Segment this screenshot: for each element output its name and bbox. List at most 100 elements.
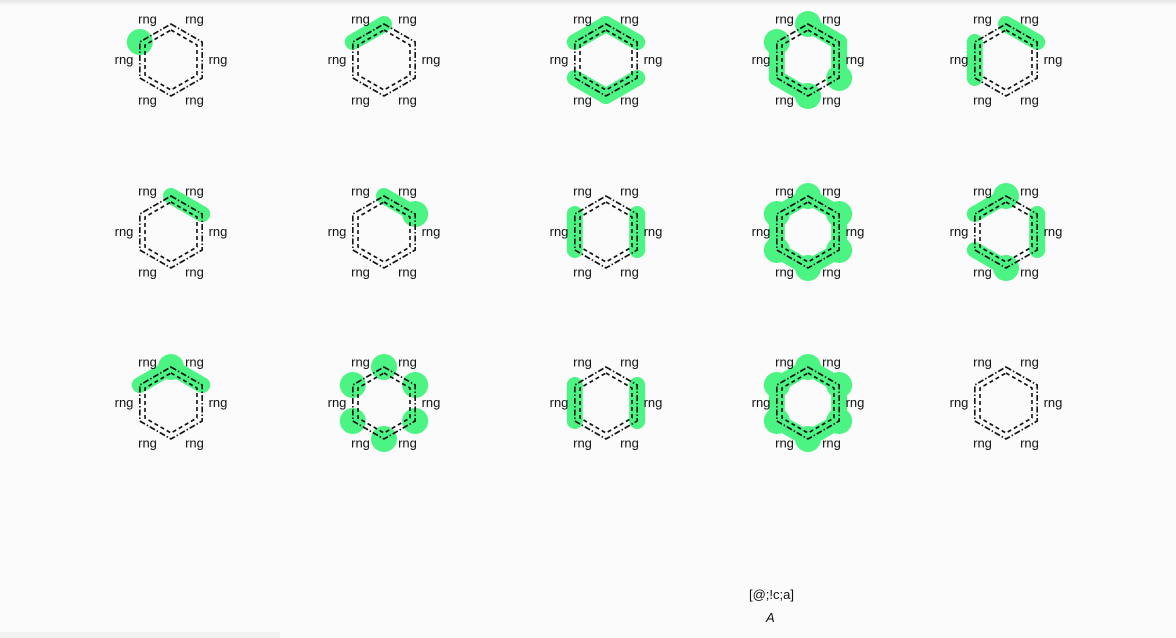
highlighted-atom <box>126 29 153 55</box>
molecule-drawing: rng rng rng rng rng rng <box>115 354 228 451</box>
atom-label: rng <box>1020 93 1039 108</box>
ring-bonds-outer <box>974 195 1038 269</box>
ring-bonds-inner <box>781 29 835 91</box>
atom-label: rng <box>973 183 992 198</box>
highlighted-atom <box>763 201 790 227</box>
atom-label: rng <box>1020 354 1039 369</box>
molecule-cell: rng rng rng rng rng rng <box>284 338 484 468</box>
atom-label: rng <box>1044 395 1063 410</box>
atom-label: rng <box>620 11 639 26</box>
atom-label: rng <box>351 93 370 108</box>
ring-bonds-outer <box>352 23 416 97</box>
atom-label: rng <box>351 11 370 26</box>
molecule-cell: rng rng rng rng rng rng <box>71 338 271 468</box>
ring-bonds-inner <box>579 29 633 91</box>
atom-label: rng <box>185 183 204 198</box>
ring-bonds-outer <box>139 195 203 269</box>
atom-label: rng <box>351 354 370 369</box>
atom-label: rng <box>1020 183 1039 198</box>
molecule-cell: rng rng rng rng rng rng <box>708 338 908 468</box>
atom-label: rng <box>550 395 569 410</box>
atom-label: rng <box>138 93 157 108</box>
ring-bonds-inner <box>781 201 835 263</box>
molecule-drawing: rng rng rng rng rng rng <box>328 354 440 452</box>
atom-label: rng <box>398 183 417 198</box>
atom-label: rng <box>644 395 663 410</box>
ring-bonds-outer <box>139 23 203 97</box>
atom-label: rng <box>775 354 794 369</box>
molecule-drawing: rng rng rng rng rng rng <box>752 183 865 281</box>
atom-label: rng <box>950 52 969 67</box>
ring-bonds-outer <box>352 195 416 269</box>
atom-label: rng <box>398 436 417 451</box>
highlighted-bond <box>998 16 1046 50</box>
highlighted-atom <box>763 372 790 398</box>
atom-label: rng <box>620 354 639 369</box>
molecule-cell: rng rng rng rng rng rng <box>708 167 908 297</box>
ring-bonds-outer <box>574 195 638 269</box>
atom-label: rng <box>846 395 865 410</box>
ring-bonds-inner <box>579 201 633 263</box>
ring-bonds-inner <box>144 201 198 263</box>
atom-label: rng <box>1020 436 1039 451</box>
ring-bonds-outer <box>974 366 1038 440</box>
atom-label: rng <box>573 183 592 198</box>
atom-label: rng <box>752 395 771 410</box>
molecule-drawing: rng rng rng rng rng rng <box>328 183 441 280</box>
atom-label: rng <box>775 183 794 198</box>
atom-label: rng <box>775 265 794 280</box>
atom-label: rng <box>398 265 417 280</box>
atom-label: rng <box>138 354 157 369</box>
molecule-drawing: rng rng rng rng rng rng <box>115 183 228 279</box>
atom-label: rng <box>950 224 969 239</box>
ring-bonds-outer <box>776 23 840 97</box>
atom-label: rng <box>620 93 639 108</box>
molecule-cell: rng rng rng rng rng rng <box>906 0 1106 125</box>
atom-label: rng <box>351 436 370 451</box>
atom-label: rng <box>822 354 841 369</box>
atom-label: rng <box>398 11 417 26</box>
ring-bonds-inner <box>979 29 1033 91</box>
atom-label: rng <box>573 436 592 451</box>
atom-label: rng <box>644 52 663 67</box>
ring-bonds-outer <box>776 195 840 269</box>
atom-label: rng <box>550 224 569 239</box>
ring-bonds-outer <box>776 366 840 440</box>
atom-label: rng <box>822 11 841 26</box>
atom-label: rng <box>620 436 639 451</box>
atom-label: rng <box>846 224 865 239</box>
atom-label: rng <box>351 183 370 198</box>
ring-bonds-outer <box>574 23 638 97</box>
ring-bonds-inner <box>579 372 633 434</box>
molecule-drawing: rng rng rng rng rng rng <box>950 354 1063 451</box>
ring-bonds-inner <box>979 372 1033 434</box>
highlighted-atom <box>763 237 790 263</box>
ring-bonds-outer <box>574 366 638 440</box>
atom-label: rng <box>822 265 841 280</box>
atom-label: rng <box>822 93 841 108</box>
atom-label: rng <box>209 395 228 410</box>
atom-label: rng <box>550 52 569 67</box>
molecule-drawing: rng rng rng rng rng rng <box>550 11 663 108</box>
atom-label: rng <box>209 52 228 67</box>
molecule-cell: rng rng rng rng rng rng <box>906 167 1106 297</box>
atom-label: rng <box>398 93 417 108</box>
atom-label: rng <box>185 11 204 26</box>
atom-label: rng <box>328 224 347 239</box>
atom-label: rng <box>115 224 134 239</box>
atom-label: rng <box>822 436 841 451</box>
atom-label: rng <box>1044 52 1063 67</box>
atom-label: rng <box>138 11 157 26</box>
atom-label: rng <box>752 224 771 239</box>
atom-label: rng <box>138 183 157 198</box>
atom-label: rng <box>328 52 347 67</box>
molecule-drawing: rng rng rng rng rng rng <box>950 11 1063 108</box>
atom-label: rng <box>422 52 441 67</box>
atom-label: rng <box>1020 265 1039 280</box>
ring-bonds-inner <box>357 29 411 91</box>
atom-label: rng <box>573 11 592 26</box>
atom-label: rng <box>752 52 771 67</box>
atom-label: rng <box>973 354 992 369</box>
atom-label: rng <box>846 52 865 67</box>
